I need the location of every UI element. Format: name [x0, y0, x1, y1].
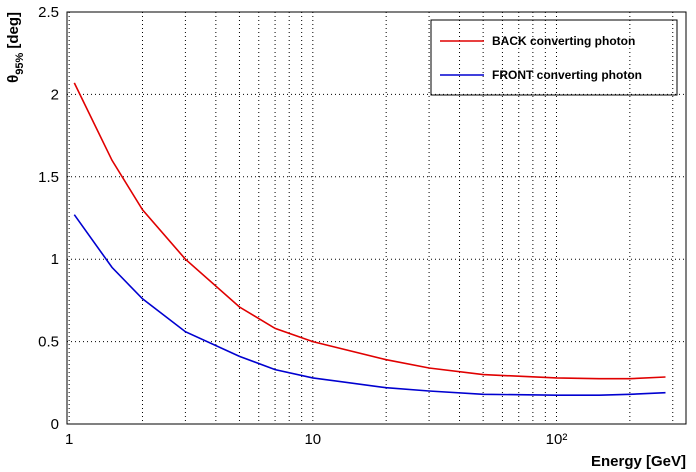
- x-tick-label: 10: [304, 431, 321, 448]
- y-label-symbol: θ: [5, 75, 22, 83]
- y-tick-label: 2.5: [38, 4, 59, 21]
- y-label-unit: [deg]: [5, 12, 22, 49]
- y-tick-label: 1: [51, 251, 59, 268]
- legend-label: BACK converting photon: [492, 34, 635, 48]
- y-axis-label: θ95% [deg]: [5, 12, 26, 83]
- y-tick-label: 0.5: [38, 334, 59, 351]
- x-tick-label: 10²: [546, 431, 568, 448]
- x-tick-label: 1: [65, 431, 73, 448]
- series-line: [73, 82, 666, 380]
- y-label-subscript: 95%: [14, 52, 26, 74]
- y-tick-label: 0: [51, 416, 59, 433]
- y-tick-label: 2: [51, 86, 59, 103]
- x-axis-label: Energy [GeV]: [591, 453, 686, 470]
- series-line: [73, 214, 666, 396]
- legend-label: FRONT converting photon: [492, 68, 642, 82]
- y-tick-label: 1.5: [38, 169, 59, 186]
- plot-frame: [66, 11, 687, 425]
- legend-box: [430, 19, 678, 96]
